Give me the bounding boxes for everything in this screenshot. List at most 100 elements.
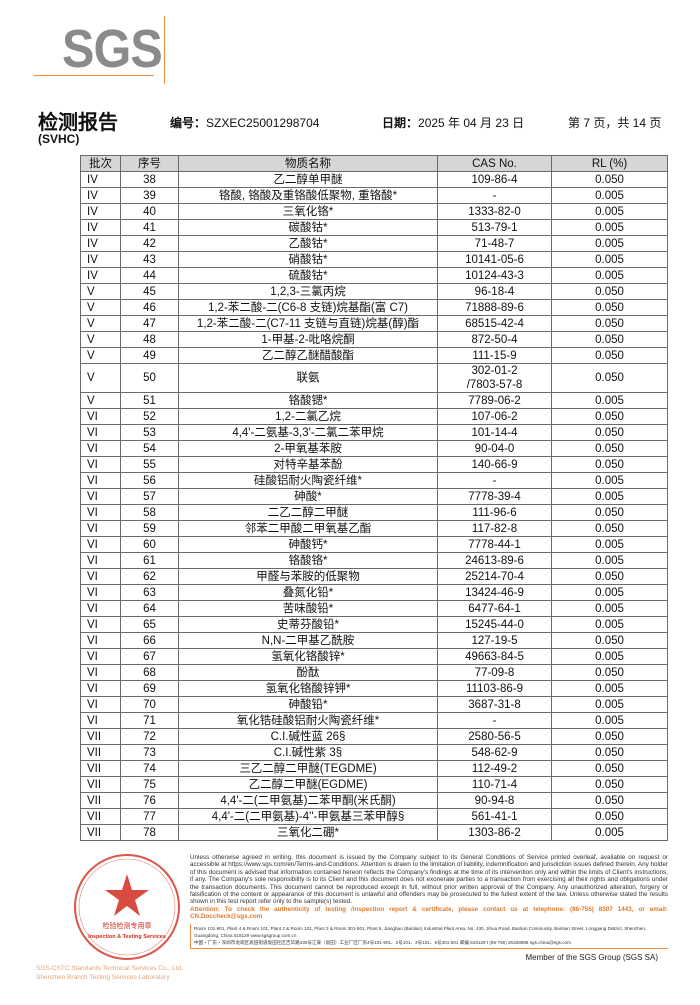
cell-text: VI [87,506,98,519]
cell-text: 77 [143,810,156,823]
cell-text: 0.005 [595,602,624,615]
cell-rl: 0.050 [551,440,668,457]
cell-rl: 0.050 [551,424,668,441]
cell-text: IV [87,237,98,250]
cell-rl: 0.050 [551,363,668,393]
cell-text: 53 [143,426,156,439]
table-row: V 50 联氨 302-01-2 /7803-57-8 0.050 [80,363,668,393]
cell-batch: VI [80,424,121,441]
cell-substance: 2-甲氧基苯胺 [178,440,438,457]
cell-number: 73 [120,744,179,761]
cell-substance: 酚酞 [178,664,438,681]
cell-number: 43 [120,251,179,268]
cell-cas: 6477-64-1 [437,600,552,617]
cell-cas: 11103-86-9 [437,680,552,697]
cell-text: 0.005 [595,490,624,503]
cell-rl: 0.005 [551,251,668,268]
cell-batch: VI [80,520,121,537]
cell-rl: 0.005 [551,472,668,489]
cell-text: 0.050 [595,522,624,535]
cell-cas: 101-14-4 [437,424,552,441]
cell-text: 0.005 [595,586,624,599]
cell-number: 76 [120,792,179,809]
cell-text: IV [87,173,98,186]
table-row: VI 71 氧化锆硅酸铝耐火陶瓷纤维* - 0.005 [80,712,668,729]
cell-batch: VII [80,744,121,761]
cell-text: 110-71-4 [471,778,518,791]
cell-text: 60 [143,538,156,551]
table-row: VII 74 三乙二醇二甲醚(TEGDME) 112-49-2 0.050 [80,760,668,777]
cell-substance: 4,4'-二氨基-3,3'-二氯二苯甲烷 [178,424,438,441]
cell-substance: 1,2-苯二酸-二(C7-11 支链与直链)烷基(醇)酯 [178,315,438,332]
cell-rl: 0.050 [551,347,668,364]
cell-cas: 3687-31-8 [437,696,552,713]
cell-text: 77-09-8 [474,666,515,679]
cell-text: 7789-06-2 [468,394,521,407]
table-body: IV 38 乙二醇单甲醚 109-86-4 0.050 IV 39 铬酸, 铬酸及重铬酸低聚物… [80,171,668,841]
cell-text: VI [87,570,98,583]
cell-cas: 302-01-2 /7803-57-8 [437,363,552,393]
cell-substance: 邻苯二甲酸二甲氧基乙酯 [178,520,438,537]
cell-number: 69 [120,680,179,697]
cell-number: 57 [120,488,179,505]
cell-text: 55 [143,458,156,471]
svhc-table: 批次 序号 物质名称 CAS No. RL (%) IV 38 乙二醇单甲醚 109-… [80,155,668,841]
cell-cas: 49663-84-5 [437,648,552,665]
cell-text: 0.050 [595,301,624,314]
cell-batch: IV [80,235,121,252]
table-row: VI 61 铬酸铬* 24613-89-6 0.005 [80,552,668,569]
cell-substance: 乙酸钴* [178,235,438,252]
cell-batch: VI [80,696,121,713]
cell-number: 40 [120,203,179,220]
cell-text: 90-04-0 [474,442,515,455]
cell-text: 101-14-4 [471,426,518,439]
cell-text: 0.050 [595,746,624,759]
cell-number: 38 [120,171,179,188]
cell-substance: 甲醛与苯胺的低聚物 [178,568,438,585]
cell-number: 51 [120,392,179,409]
cell-rl: 0.050 [551,315,668,332]
cell-text: 1333-82-0 [468,205,521,218]
footer: Unless otherwise agreed in writing, this… [190,854,668,963]
cell-text: 112-49-2 [471,762,518,775]
cell-text: 872-50-4 [471,333,518,346]
cell-number: 61 [120,552,179,569]
cell-text: 0.050 [595,506,624,519]
table-row: VII 75 乙二醇二甲醚(EGDME) 110-71-4 0.050 [80,776,668,793]
cell-number: 54 [120,440,179,457]
cell-number: 52 [120,408,179,425]
cell-text: - [492,189,497,202]
cell-batch: VI [80,600,121,617]
cell-text: VII [87,746,102,759]
cell-cas: 96-18-4 [437,283,552,300]
cell-text: 76 [143,794,156,807]
cell-text: 2-甲氧基苯胺 [274,442,342,455]
cell-text: VI [87,682,98,695]
cell-text: 49 [143,349,156,362]
cell-number: 65 [120,616,179,633]
cell-text: 0.050 [595,372,624,384]
cell-text: 71 [143,714,156,727]
cell-cas: 2580-56-5 [437,728,552,745]
cell-text: VI [87,714,98,727]
table-row: VI 66 N,N-二甲基乙酰胺 127-19-5 0.050 [80,632,668,649]
cell-batch: VII [80,824,121,841]
cell-rl: 0.005 [551,392,668,409]
cell-rl: 0.050 [551,568,668,585]
cell-substance: 对特辛基苯酚 [178,456,438,473]
stamp-company-name: SGS-CSTC Standards Technical Services Co… [36,965,183,972]
cell-batch: VI [80,456,121,473]
table-row: VII 72 C.I.碱性蓝 26§ 2580-56-5 0.050 [80,728,668,745]
cell-substance: 砷酸* [178,488,438,505]
column-header-substance: 物质名称 [178,155,438,172]
cell-text: 硅酸铝耐火陶瓷纤维* [254,474,362,487]
cell-text: 38 [143,173,156,186]
cell-batch: V [80,315,121,332]
cell-batch: V [80,331,121,348]
cell-text: V [87,301,95,314]
cell-text: 10141-05-6 [465,253,524,266]
column-header-number: 序号 [120,155,179,172]
report-date-value: 2025 年 04 月 23 日 [418,116,525,130]
star-icon [105,874,149,916]
cell-text: 0.005 [595,650,624,663]
